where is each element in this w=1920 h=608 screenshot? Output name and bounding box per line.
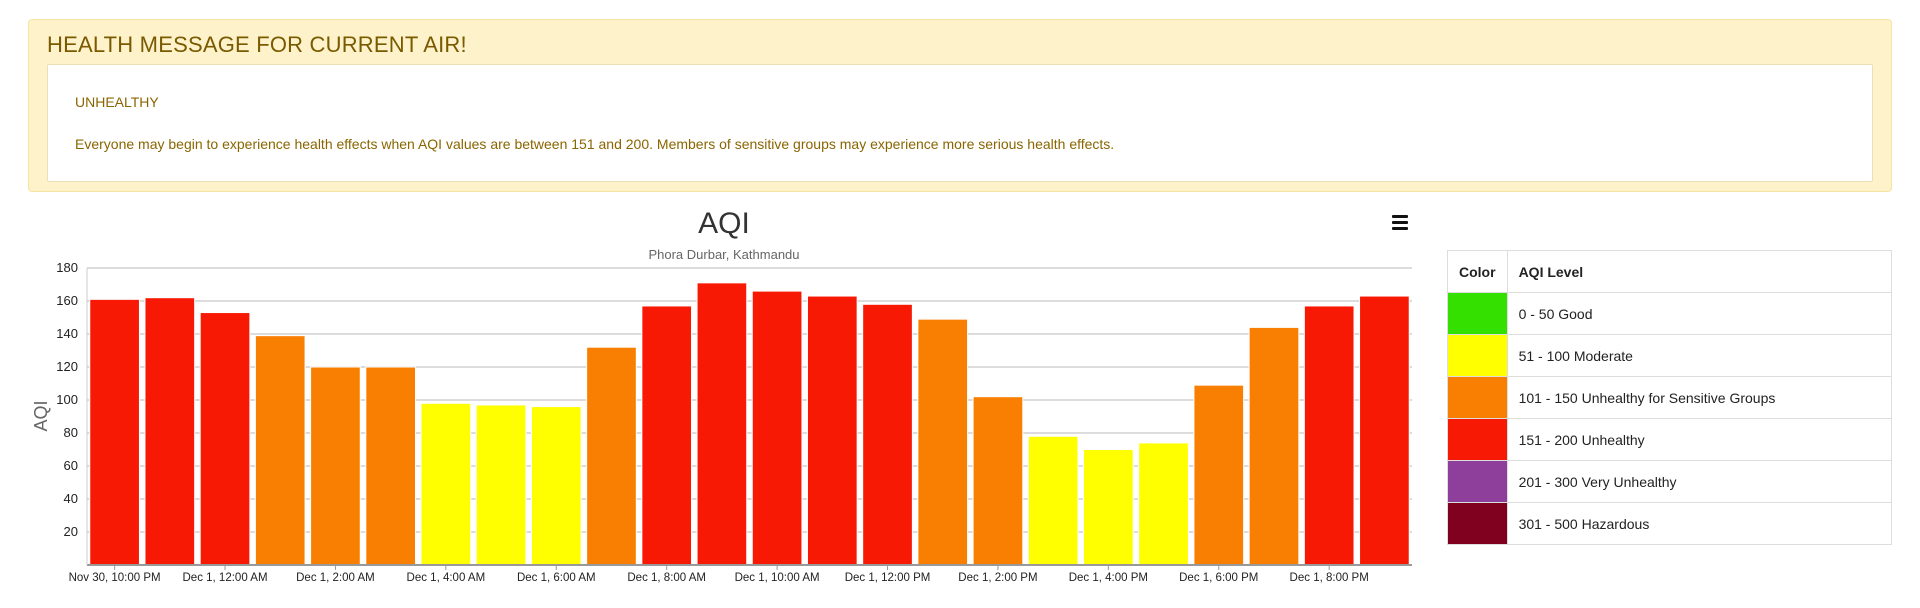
legend-level-label: 201 - 300 Very Unhealthy bbox=[1506, 460, 1893, 503]
x-tick-label: Dec 1, 12:00 PM bbox=[845, 572, 931, 584]
legend-swatch-cell bbox=[1447, 460, 1508, 503]
legend-row: 51 - 100 Moderate bbox=[1447, 334, 1893, 377]
menu-icon bbox=[1392, 214, 1408, 218]
bar[interactable] bbox=[586, 346, 637, 566]
legend-row: 0 - 50 Good bbox=[1447, 292, 1893, 335]
legend-level-label: 301 - 500 Hazardous bbox=[1506, 502, 1893, 545]
x-tick-label: Dec 1, 8:00 PM bbox=[1290, 572, 1369, 584]
legend-row: 201 - 300 Very Unhealthy bbox=[1447, 460, 1893, 503]
y-tick-label: 60 bbox=[64, 458, 78, 473]
bar[interactable] bbox=[696, 282, 748, 566]
legend-swatch-cell bbox=[1447, 376, 1508, 419]
x-tick-label: Dec 1, 2:00 AM bbox=[296, 572, 375, 584]
x-tick-label: Dec 1, 8:00 AM bbox=[627, 572, 706, 584]
y-tick-label: 20 bbox=[64, 524, 78, 539]
alert-level: UNHEALTHY bbox=[75, 94, 159, 110]
bar[interactable] bbox=[1083, 449, 1134, 566]
legend-header-color: Color bbox=[1447, 250, 1508, 293]
legend-header-row: Color AQI Level bbox=[1447, 250, 1893, 293]
alert-message: Everyone may begin to experience health … bbox=[75, 136, 1115, 152]
bar[interactable] bbox=[144, 297, 196, 566]
health-alert: HEALTH MESSAGE FOR CURRENT AIR! UNHEALTH… bbox=[28, 19, 1892, 192]
legend-level-label: 0 - 50 Good bbox=[1506, 292, 1893, 335]
bar[interactable] bbox=[1248, 326, 1300, 566]
legend-color-swatch bbox=[1448, 461, 1507, 502]
x-tick-label: Nov 30, 10:00 PM bbox=[69, 572, 161, 584]
x-tick-label: Dec 1, 4:00 PM bbox=[1069, 572, 1148, 584]
legend-color-swatch bbox=[1448, 419, 1507, 460]
x-tick-label: Dec 1, 10:00 AM bbox=[735, 572, 820, 584]
bar[interactable] bbox=[917, 318, 969, 566]
legend-color-swatch bbox=[1448, 335, 1507, 376]
x-tick-label: Dec 1, 6:00 AM bbox=[517, 572, 596, 584]
bar[interactable] bbox=[310, 366, 361, 566]
bar[interactable] bbox=[1359, 295, 1410, 566]
bar[interactable] bbox=[641, 305, 693, 566]
y-tick-label: 80 bbox=[64, 425, 78, 440]
y-tick-label: 40 bbox=[64, 491, 78, 506]
chart-subtitle: Phora Durbar, Kathmandu bbox=[648, 247, 799, 262]
x-tick-label: Dec 1, 6:00 PM bbox=[1179, 572, 1258, 584]
legend-swatch-cell bbox=[1447, 502, 1508, 545]
y-tick-label: 140 bbox=[56, 326, 78, 341]
y-axis-label: AQI bbox=[31, 400, 51, 431]
bar[interactable] bbox=[89, 298, 140, 566]
x-tick-label: Dec 1, 4:00 AM bbox=[407, 572, 486, 584]
legend-color-swatch bbox=[1448, 377, 1507, 418]
bar[interactable] bbox=[751, 290, 803, 566]
chart-menu-button[interactable] bbox=[1388, 210, 1412, 234]
y-tick-label: 120 bbox=[56, 359, 78, 374]
bar[interactable] bbox=[475, 404, 527, 566]
legend-level-label: 151 - 200 Unhealthy bbox=[1506, 418, 1893, 461]
legend-row: 101 - 150 Unhealthy for Sensitive Groups bbox=[1447, 376, 1893, 419]
alert-body: UNHEALTHY Everyone may begin to experien… bbox=[47, 64, 1873, 182]
legend-swatch-cell bbox=[1447, 292, 1508, 335]
legend-level-label: 51 - 100 Moderate bbox=[1506, 334, 1893, 377]
aqi-chart: AQI Phora Durbar, Kathmandu AQI 20 40 60 80… bbox=[0, 200, 1430, 600]
bar[interactable] bbox=[254, 335, 306, 566]
legend-swatch-cell bbox=[1447, 418, 1508, 461]
legend-row: 151 - 200 Unhealthy bbox=[1447, 418, 1893, 461]
legend-swatch-cell bbox=[1447, 334, 1508, 377]
legend-color-swatch bbox=[1448, 503, 1507, 544]
bar[interactable] bbox=[862, 303, 913, 566]
x-tick-label: Dec 1, 2:00 PM bbox=[958, 572, 1037, 584]
y-tick-label: 100 bbox=[56, 392, 78, 407]
bar[interactable] bbox=[1138, 442, 1189, 566]
legend-row: 301 - 500 Hazardous bbox=[1447, 502, 1893, 545]
bar[interactable] bbox=[365, 366, 416, 566]
y-tick-label: 160 bbox=[56, 293, 78, 308]
legend-color-swatch bbox=[1448, 293, 1507, 334]
bar[interactable] bbox=[420, 402, 472, 566]
bar[interactable] bbox=[1193, 384, 1245, 566]
bar[interactable] bbox=[1027, 435, 1079, 566]
bar[interactable] bbox=[1303, 305, 1355, 566]
bar[interactable] bbox=[972, 396, 1024, 566]
bar[interactable] bbox=[806, 295, 858, 566]
chart-title: AQI bbox=[698, 207, 750, 240]
legend-level-label: 101 - 150 Unhealthy for Sensitive Groups bbox=[1506, 376, 1893, 419]
chart-svg: AQI Phora Durbar, Kathmandu AQI 20 40 60 80… bbox=[31, 207, 1412, 584]
x-tick-label: Dec 1, 12:00 AM bbox=[183, 572, 268, 584]
aqi-legend-table: Color AQI Level 0 - 50 Good 51 - 100 Mode… bbox=[1447, 250, 1893, 545]
bar[interactable] bbox=[199, 312, 251, 566]
legend-header-level: AQI Level bbox=[1506, 250, 1893, 293]
bar[interactable] bbox=[530, 406, 582, 566]
alert-title: HEALTH MESSAGE FOR CURRENT AIR! bbox=[47, 32, 467, 57]
y-tick-label: 180 bbox=[56, 260, 78, 275]
